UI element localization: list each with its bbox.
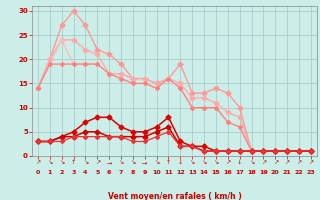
X-axis label: Vent moyen/en rafales ( km/h ): Vent moyen/en rafales ( km/h )	[108, 192, 241, 200]
